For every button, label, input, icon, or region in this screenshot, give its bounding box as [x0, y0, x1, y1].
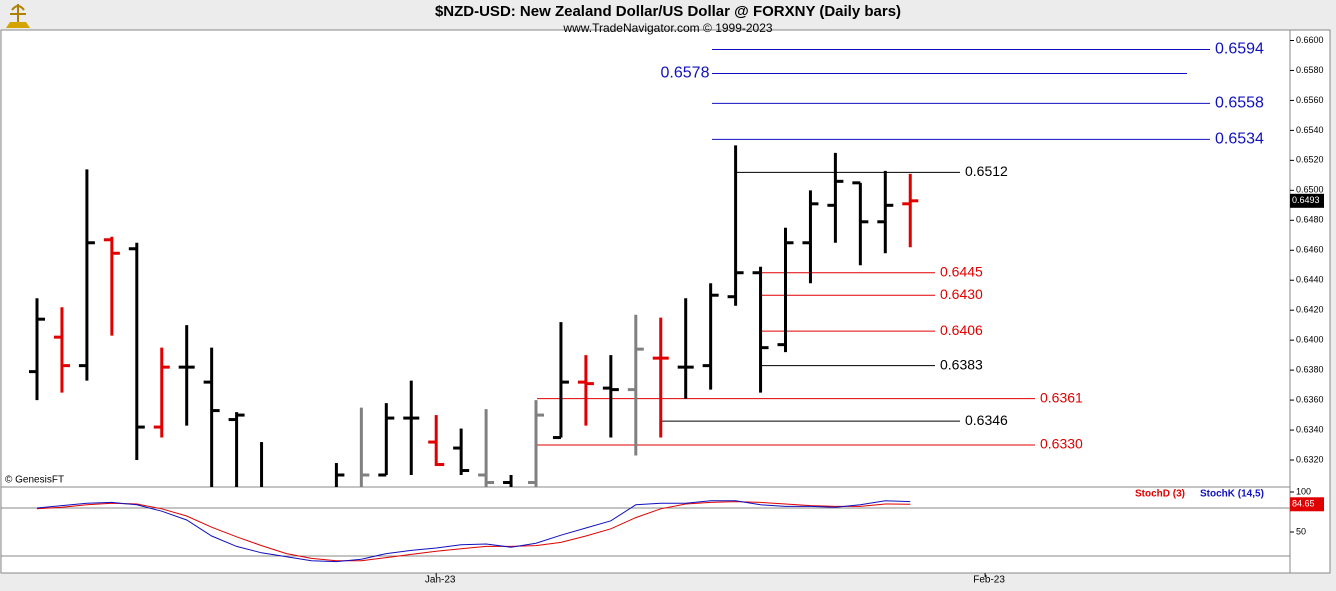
- level-label: 0.6445: [940, 263, 983, 279]
- level-label: 0.6361: [1040, 389, 1083, 405]
- y-tick-label: 0.6360: [1296, 394, 1324, 404]
- y-tick-label: 0.6400: [1296, 335, 1324, 345]
- stoch-tick-label: 100: [1296, 486, 1311, 496]
- y-tick-label: 0.6340: [1296, 424, 1324, 434]
- price-plot: 0.6594 0.6578 0.6558 0.6534 0.6512 0.6445 0.64…: [29, 41, 1264, 487]
- stoch-line: [36, 500, 911, 563]
- legend-entry: StochK (14,5): [1200, 489, 1264, 500]
- y-tick-label: 0.6320: [1296, 454, 1324, 464]
- legend-entry: StochD (3): [1135, 489, 1185, 500]
- logo: [6, 4, 30, 28]
- level-label: 0.6534: [1215, 131, 1264, 148]
- y-tick-label: 0.6540: [1296, 125, 1324, 135]
- level-label: 0.6512: [965, 163, 1008, 179]
- watermark: © GenesisFT: [5, 475, 64, 486]
- level-label: 0.6578: [661, 65, 710, 82]
- chart-title: $NZD-USD: New Zealand Dollar/US Dollar @…: [435, 3, 901, 20]
- y-tick-label: 0.6440: [1296, 275, 1324, 285]
- last-price: 0.6493: [1292, 195, 1320, 205]
- level-label: 0.6346: [965, 412, 1008, 428]
- y-tick-label: 0.6560: [1296, 95, 1324, 105]
- price-panel: [0, 29, 1291, 488]
- x-tick-label: Jan-23: [425, 575, 456, 586]
- level-label: 0.6430: [940, 286, 983, 302]
- level-label: 0.6330: [1040, 436, 1083, 452]
- level-label: 0.6594: [1215, 41, 1264, 58]
- y-tick-label: 0.6480: [1296, 215, 1324, 225]
- stoch-panel: [0, 486, 1291, 574]
- y-tick-label: 0.6500: [1296, 185, 1324, 195]
- y-tick-label: 0.6420: [1296, 305, 1324, 315]
- level-label: 0.6383: [940, 356, 983, 372]
- last-price-box: [1290, 193, 1324, 208]
- stoch-last-value: 84.65: [1292, 499, 1315, 509]
- y-tick-label: 0.6580: [1296, 65, 1324, 75]
- x-tick-label: Feb-23: [973, 575, 1005, 586]
- y-tick-label: 0.6520: [1296, 155, 1324, 165]
- stoch-tick-label: 50: [1296, 526, 1306, 536]
- level-label: 0.6558: [1215, 95, 1264, 112]
- y-tick-label: 0.6380: [1296, 365, 1324, 375]
- y-tick-label: 0.6460: [1296, 245, 1324, 255]
- stoch-last-box: [1290, 497, 1324, 512]
- y-tick-label: 0.6600: [1296, 35, 1324, 45]
- chart-subtitle: www.TradeNavigator.com © 1999-2023: [562, 21, 772, 35]
- level-label: 0.6406: [940, 322, 983, 338]
- price-axis: [1289, 29, 1331, 574]
- stoch-line: [36, 501, 911, 562]
